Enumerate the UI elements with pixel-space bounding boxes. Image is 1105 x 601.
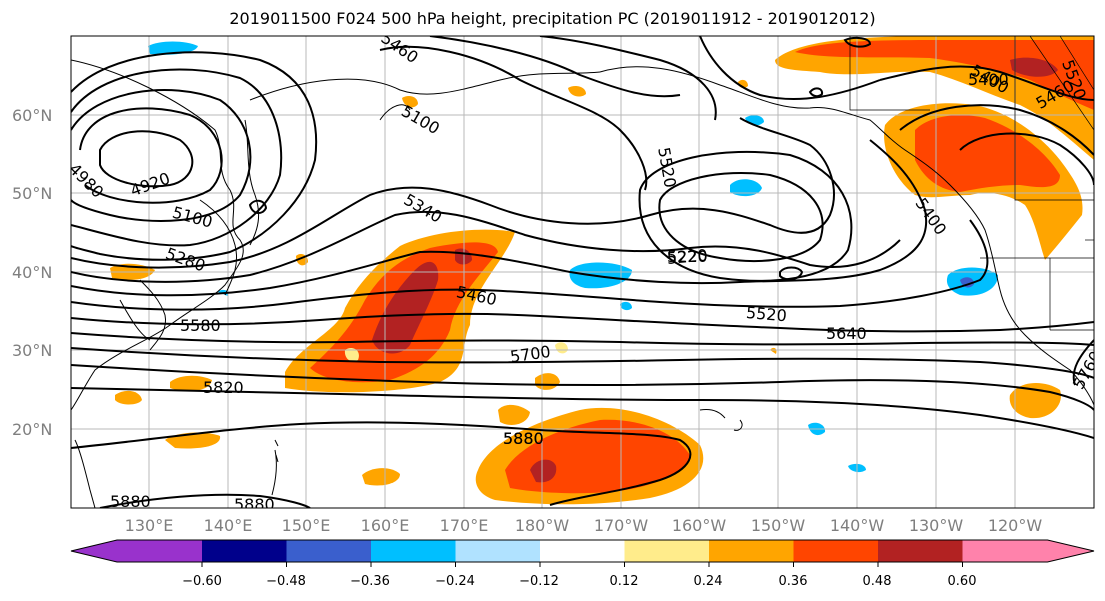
lon-label: 120°W (988, 516, 1043, 535)
lon-label: 170°W (594, 516, 649, 535)
svg-text:5880: 5880 (503, 429, 544, 448)
lat-label: 50°N (12, 184, 52, 203)
lon-label: 160°E (361, 516, 410, 535)
svg-text:5820: 5820 (203, 378, 244, 397)
precip-shading (110, 36, 1094, 505)
svg-text:5640: 5640 (826, 324, 867, 343)
colorbar: −0.60 −0.48 −0.36 −0.24 −0.12 0.12 0.24 … (70, 539, 1095, 589)
svg-text:5880: 5880 (503, 429, 544, 448)
colorbar-segment (878, 540, 963, 562)
colorbar-tick-label: −0.12 (519, 574, 559, 589)
longitude-labels: 130°E 140°E 150°E 160°E 170°E 180°W 170°… (125, 516, 1043, 535)
colorbar-tick-label: −0.60 (182, 574, 222, 589)
svg-text:5880: 5880 (234, 495, 275, 514)
lat-label: 60°N (12, 106, 52, 125)
colorbar-segment (793, 540, 878, 562)
lon-label: 170°E (440, 516, 489, 535)
svg-text:5520: 5520 (745, 303, 787, 325)
svg-text:5880: 5880 (110, 492, 151, 511)
colorbar-segment (709, 540, 794, 562)
lon-label: 140°E (204, 516, 253, 535)
svg-text:5220: 5220 (667, 247, 708, 266)
graticule (71, 36, 1094, 508)
height-contours (71, 36, 1094, 508)
coastlines (71, 59, 1094, 508)
colorbar-segment (540, 540, 625, 562)
colorbar-tick-label: −0.36 (350, 574, 390, 589)
lon-label: 150°W (751, 516, 806, 535)
svg-text:5580: 5580 (180, 316, 221, 335)
svg-text:5220: 5220 (666, 245, 708, 267)
colorbar-tick-label: 0.48 (863, 574, 892, 589)
lon-label: 130°E (125, 516, 174, 535)
colorbar-tick-label: 0.36 (779, 574, 808, 589)
colorbar-segment (962, 540, 1094, 562)
lon-label: 140°W (830, 516, 885, 535)
lon-label: 160°W (672, 516, 727, 535)
colorbar-segment (455, 540, 540, 562)
colorbar-segment (71, 540, 202, 562)
svg-text:5400: 5400 (968, 70, 1009, 89)
lat-label: 20°N (12, 420, 52, 439)
lon-label: 130°W (909, 516, 964, 535)
colorbar-tick-label: 0.60 (948, 574, 977, 589)
colorbar-outline (70, 539, 1095, 563)
political-borders (849, 36, 1094, 331)
map-title: 2019011500 F024 500 hPa height, precipit… (229, 9, 876, 28)
latitude-labels: 60°N 50°N 40°N 30°N 20°N (12, 106, 52, 439)
colorbar-tick-label: 0.12 (610, 574, 639, 589)
colorbar-tick-label: 0.24 (694, 574, 723, 589)
colorbar-segment (624, 540, 709, 562)
lat-label: 40°N (12, 263, 52, 282)
colorbar-tick-label: −0.48 (266, 574, 306, 589)
colorbar-segment (286, 540, 371, 562)
map-frame (70, 35, 1095, 509)
colorbar-segment (202, 540, 287, 562)
lon-label: 150°E (282, 516, 331, 535)
colorbar-segment (371, 540, 456, 562)
lon-label: 180°W (515, 516, 570, 535)
colorbar-tick-label: −0.24 (435, 574, 475, 589)
lat-label: 30°N (12, 341, 52, 360)
